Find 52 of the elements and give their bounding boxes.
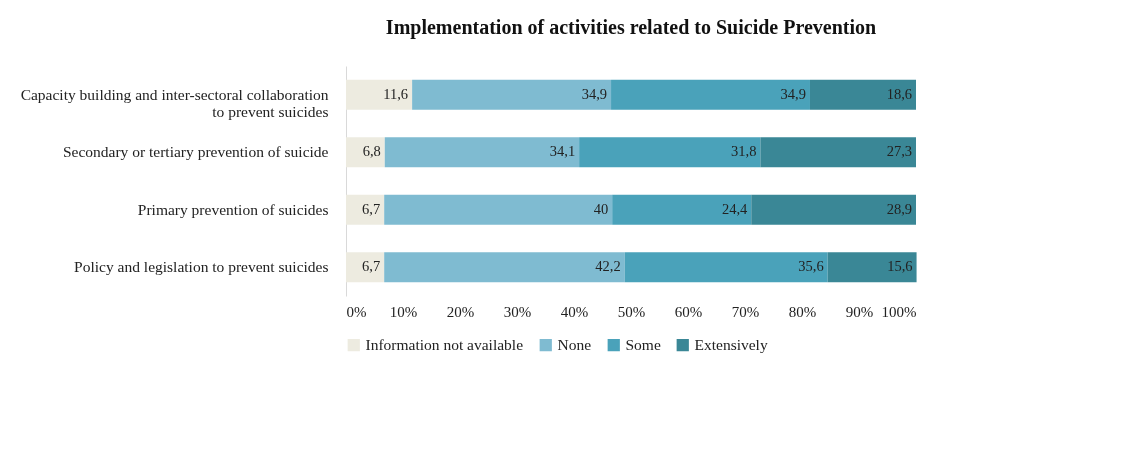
data-label: 24,4 xyxy=(721,200,749,217)
y-tick-label: Capacity building and inter-sectoral collaboration to prevent suicides xyxy=(20,85,329,121)
x-tick-label: 40% xyxy=(560,303,589,320)
bar xyxy=(384,252,625,283)
data-label: 34,9 xyxy=(780,85,806,102)
x-tick-label: 10% xyxy=(389,303,418,320)
y-tick-label: Primary prevention of suicides xyxy=(137,200,329,218)
bar xyxy=(346,79,413,110)
data-label: 6,8 xyxy=(362,143,381,160)
x-tick-label: 90% xyxy=(845,303,874,320)
bar xyxy=(384,194,613,225)
bar xyxy=(384,137,580,168)
y-tick-label: Policy and legislation to prevent suicides xyxy=(74,258,329,276)
y-tick-label: Secondary or tertiary prevention of suicide xyxy=(62,143,329,161)
data-label: 34,1 xyxy=(549,143,576,160)
x-tick-label: 80% xyxy=(788,303,817,320)
x-tick-label: 100% xyxy=(881,303,917,320)
x-tick-label: 70% xyxy=(731,303,760,320)
bar xyxy=(612,194,752,225)
legend-label: Extensively xyxy=(694,336,768,354)
legend-label: Information not available xyxy=(365,336,524,354)
chart-title: Implementation of activities related to Suicide Prevention xyxy=(385,16,877,39)
data-label: 15,6 xyxy=(887,258,913,275)
data-label: 28,9 xyxy=(886,200,912,217)
bar xyxy=(760,137,916,168)
bar xyxy=(412,79,612,110)
x-tick-label: 20% xyxy=(446,303,475,320)
data-label: 42,2 xyxy=(595,258,621,275)
data-label: 35,6 xyxy=(798,258,824,275)
bar xyxy=(579,137,761,168)
bar xyxy=(346,137,385,168)
bar xyxy=(827,252,917,283)
legend-label: None xyxy=(557,336,592,354)
bar xyxy=(751,194,916,225)
data-label: 6,7 xyxy=(362,258,381,275)
bar xyxy=(346,252,385,283)
data-label: 31,8 xyxy=(731,143,757,160)
x-tick-label: 0% xyxy=(346,303,367,320)
data-label: 18,6 xyxy=(886,85,912,102)
data-label: 11,6 xyxy=(383,85,409,102)
data-label: 27,3 xyxy=(886,143,912,160)
data-label: 6,7 xyxy=(362,200,381,217)
data-label: 40 xyxy=(593,200,609,217)
bar xyxy=(346,194,385,225)
bar xyxy=(624,252,828,283)
legend-label: Some xyxy=(625,336,661,354)
data-label: 34,9 xyxy=(581,85,608,102)
x-tick-label: 30% xyxy=(503,303,532,320)
bar xyxy=(611,79,810,110)
bar xyxy=(809,79,916,110)
x-tick-label: 50% xyxy=(617,303,646,320)
x-tick-label: 60% xyxy=(674,303,703,320)
